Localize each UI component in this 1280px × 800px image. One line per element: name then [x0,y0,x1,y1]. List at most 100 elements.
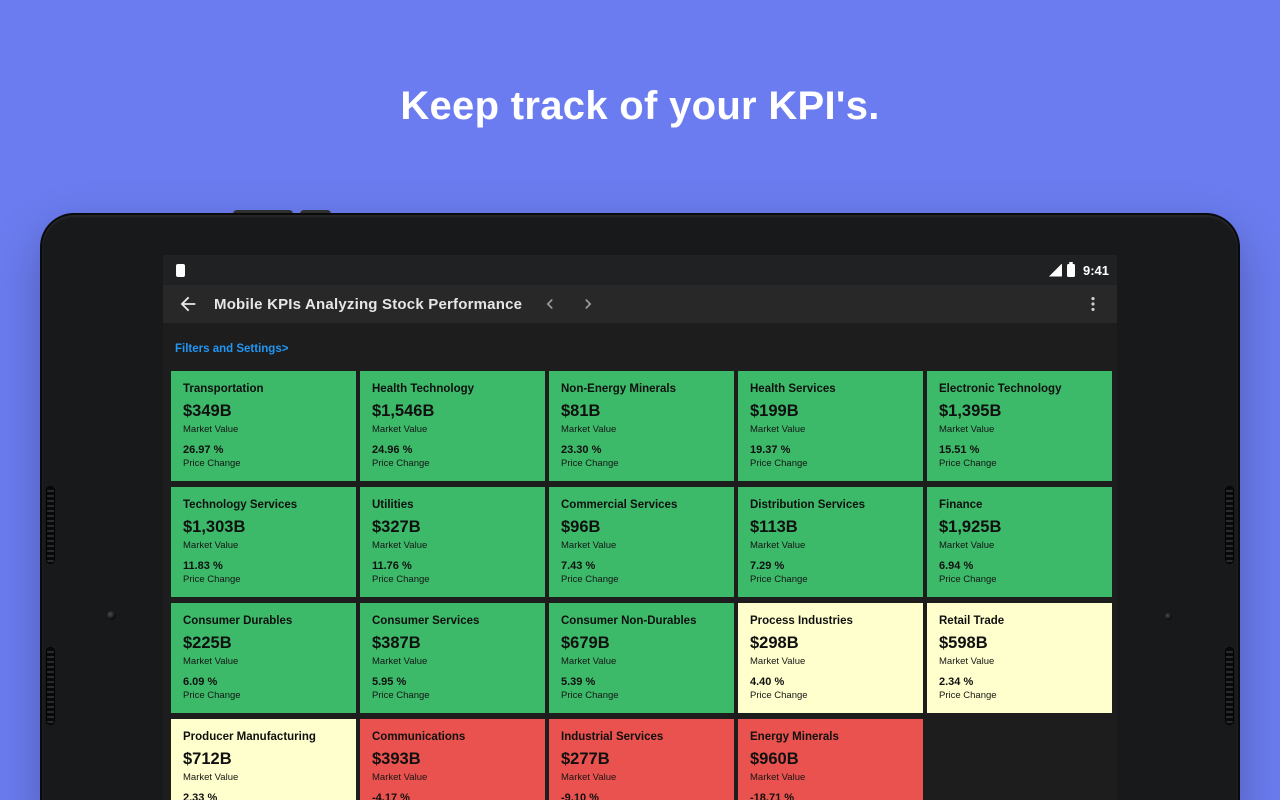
kpi-card-value: $1,303B [183,518,246,536]
kpi-card[interactable]: Health Technology $1,546B Market Value 2… [360,371,545,481]
kpi-card-value: $393B [372,750,421,768]
kpi-card-change: 2.33 % [183,792,218,800]
kpi-card-change: 11.83 % [183,560,223,572]
overflow-menu-button[interactable] [1083,294,1103,314]
kpi-card-value-label: Market Value [561,540,617,551]
kpi-card-change: -18.71 % [750,792,795,800]
kpi-card-value-label: Market Value [561,424,617,435]
kpi-card-change-label: Price Change [750,690,808,701]
kpi-card-change-label: Price Change [750,574,808,585]
tablet-frame: 9:41 Mobile KPIs Analyzing Stock Perform… [42,215,1238,800]
kpi-card-title: Commercial Services [561,499,678,511]
kpi-card-change-label: Price Change [750,458,808,469]
kpi-card-value-label: Market Value [561,772,617,783]
kpi-card-value-label: Market Value [372,772,428,783]
speaker-grille [47,487,54,563]
kpi-card[interactable]: Distribution Services $113B Market Value… [738,487,923,597]
kpi-card-title: Consumer Services [372,615,480,627]
kpi-card-change: 7.29 % [750,560,785,572]
kpi-card-value-label: Market Value [372,656,428,667]
kpi-card-title: Communications [372,731,466,743]
kpi-card-change-label: Price Change [561,690,619,701]
signal-icon [1048,263,1062,277]
kpi-card-title: Producer Manufacturing [183,731,316,743]
kpi-card[interactable]: Retail Trade $598B Market Value 2.34 % P… [927,603,1112,713]
more-vert-icon [1091,297,1095,311]
kpi-card-value-label: Market Value [372,540,428,551]
kpi-card[interactable]: Utilities $327B Market Value 11.76 % Pri… [360,487,545,597]
notification-icon [176,263,185,277]
kpi-card-title: Distribution Services [750,499,866,511]
kpi-card-value-label: Market Value [750,540,806,551]
kpi-card-change: 6.94 % [939,560,974,572]
kpi-card[interactable]: Consumer Services $387B Market Value 5.9… [360,603,545,713]
kpi-card-title: Health Technology [372,383,475,395]
kpi-card[interactable]: Health Services $199B Market Value 19.37… [738,371,923,481]
kpi-card-value: $1,546B [372,402,435,420]
kpi-card-value: $598B [939,634,988,652]
kpi-card[interactable]: Transportation $349B Market Value 26.97 … [171,371,356,481]
speaker-grille [1226,487,1233,563]
kpi-card-value: $712B [183,750,232,768]
kpi-card[interactable]: Producer Manufacturing $712B Market Valu… [171,719,356,800]
kpi-card-change: 19.37 % [750,444,791,456]
kpi-card-change: 24.96 % [372,444,413,456]
filters-settings-link[interactable]: Filters and Settings> [175,343,289,355]
kpi-card-change: 23.30 % [561,444,602,456]
kpi-card-change: -4.17 % [372,792,410,800]
kpi-card[interactable]: Non-Energy Minerals $81B Market Value 23… [549,371,734,481]
kpi-card-title: Industrial Services [561,731,664,743]
kpi-card-change: 5.95 % [372,676,407,688]
kpi-card-value-label: Market Value [561,656,617,667]
kpi-card-value-label: Market Value [939,656,995,667]
kpi-card-title: Retail Trade [939,615,1005,627]
arrow-left-icon [180,296,196,312]
status-time: 9:41 [1082,262,1109,278]
kpi-card-value: $113B [750,518,798,536]
kpi-card-value: $81B [561,402,601,420]
kpi-card-change: 5.39 % [561,676,596,688]
kpi-card[interactable]: Commercial Services $96B Market Value 7.… [549,487,734,597]
back-button[interactable] [177,293,199,315]
kpi-card-change: 7.43 % [561,560,596,572]
kpi-card-value: $387B [372,634,421,652]
kpi-card-title: Consumer Durables [183,615,293,627]
kpi-card[interactable]: Consumer Non-Durables $679B Market Value… [549,603,734,713]
status-bar: 9:41 [163,255,1117,285]
kpi-card-change: 15.51 % [939,444,980,456]
kpi-card-change-label: Price Change [372,574,430,585]
chevron-left-icon [546,299,553,309]
kpi-card-title: Transportation [183,383,264,395]
kpi-card[interactable]: Electronic Technology $1,395B Market Val… [927,371,1112,481]
kpi-card-title: Consumer Non-Durables [561,615,697,627]
kpi-card-title: Energy Minerals [750,731,839,743]
camera-dot [107,611,116,620]
camera-dot [1165,613,1172,620]
status-icons: 9:41 [1048,261,1109,278]
kpi-card[interactable]: Process Industries $298B Market Value 4.… [738,603,923,713]
kpi-card-value: $327B [372,518,421,536]
kpi-card[interactable]: Finance $1,925B Market Value 6.94 % Pric… [927,487,1112,597]
kpi-card-title: Electronic Technology [939,383,1062,395]
kpi-card[interactable]: Consumer Durables $225B Market Value 6.0… [171,603,356,713]
kpi-card-change-label: Price Change [939,690,997,701]
kpi-card-change: 4.40 % [750,676,785,688]
kpi-card-value-label: Market Value [750,424,806,435]
kpi-card-value-label: Market Value [750,656,806,667]
kpi-card-value: $349B [183,402,232,420]
kpi-card[interactable]: Energy Minerals $960B Market Value -18.7… [738,719,923,800]
kpi-card-change-label: Price Change [372,690,430,701]
kpi-card[interactable]: Technology Services $1,303B Market Value… [171,487,356,597]
kpi-card-value: $1,395B [939,402,1002,420]
kpi-card-value-label: Market Value [183,656,239,667]
kpi-card[interactable]: Communications $393B Market Value -4.17 … [360,719,545,800]
kpi-grid: Transportation $349B Market Value 26.97 … [171,371,1112,800]
kpi-card-value: $298B [750,634,799,652]
kpi-card[interactable]: Industrial Services $277B Market Value -… [549,719,734,800]
prev-page-button[interactable] [540,294,560,314]
kpi-card-change-label: Price Change [183,574,241,585]
app-content: Filters and Settings> Transportation $34… [163,323,1117,800]
kpi-card-change-label: Price Change [939,458,997,469]
kpi-card-change: -9.10 % [561,792,599,800]
next-page-button[interactable] [578,294,598,314]
